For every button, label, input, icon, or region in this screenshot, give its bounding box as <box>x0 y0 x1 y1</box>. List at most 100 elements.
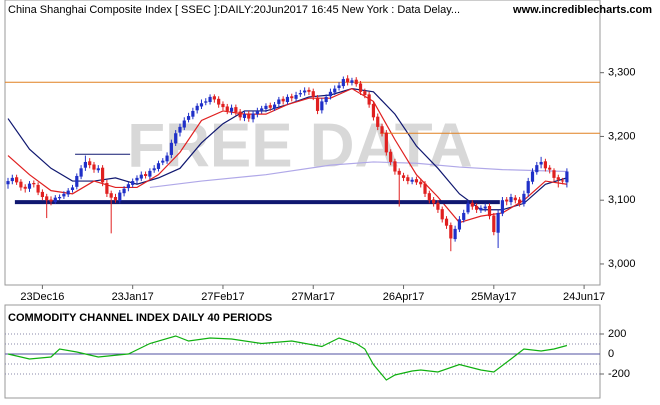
candle-body <box>539 161 543 165</box>
candle-body <box>440 209 444 220</box>
moving-average <box>7 87 567 224</box>
candle-body <box>406 177 410 182</box>
y-tick-label: 3,000 <box>608 258 636 270</box>
candle-body <box>492 215 496 233</box>
candle-body <box>238 111 242 118</box>
candle-body <box>152 168 156 171</box>
candle-body <box>242 114 247 118</box>
candle-body <box>543 161 548 169</box>
candle-body <box>354 79 358 85</box>
candle-body <box>333 88 337 93</box>
candle-body <box>10 177 14 182</box>
candle-body <box>315 97 320 111</box>
candle-body <box>393 161 397 172</box>
y-tick-label: 3,200 <box>608 130 636 142</box>
candle-body <box>560 180 565 182</box>
candle-body <box>15 177 19 183</box>
candle-body <box>165 155 169 162</box>
candle-body <box>346 78 350 83</box>
candle-body <box>251 113 255 120</box>
candle-body <box>49 199 53 202</box>
candle-body <box>513 197 517 201</box>
candle-body <box>70 187 75 190</box>
candle-body <box>414 179 419 183</box>
candle-body <box>397 170 401 175</box>
candle-body <box>367 94 371 105</box>
candle-body <box>453 228 457 240</box>
plot-layer: 3,000 3,100 3,200 3,300 23Dec16 23Jan17 27Feb1… <box>5 67 636 381</box>
moving-average <box>149 161 567 189</box>
candle-body <box>281 98 285 102</box>
candle-body <box>363 91 367 95</box>
candle-body <box>109 193 113 198</box>
candle-body <box>204 101 208 103</box>
candle-body <box>462 212 466 220</box>
candle-body <box>277 99 281 104</box>
candle-body <box>96 168 100 171</box>
candle-body <box>225 106 229 111</box>
candle-body <box>75 175 79 187</box>
candle-body <box>444 218 449 226</box>
candle-body <box>419 181 423 185</box>
candle-body <box>212 96 216 100</box>
candle-body <box>401 175 406 178</box>
candle-body <box>535 165 539 173</box>
candle-body <box>272 104 277 109</box>
candle-body <box>126 184 130 189</box>
candle-body <box>376 116 380 127</box>
candle-body <box>57 197 62 199</box>
candle-body <box>526 181 530 194</box>
y-tick-label: 200 <box>608 328 626 340</box>
candle-body <box>247 113 251 119</box>
candle-body <box>324 96 328 103</box>
candle-body <box>423 183 427 194</box>
candle-body <box>79 168 83 177</box>
candle-body <box>548 167 552 170</box>
candle-body <box>53 197 57 203</box>
candle-body <box>169 142 173 155</box>
candle-body <box>118 192 122 201</box>
candle-body <box>466 203 470 213</box>
candle-body <box>139 174 143 179</box>
candle-body <box>191 110 195 117</box>
candle-body <box>199 103 204 107</box>
candle-body <box>260 108 264 111</box>
candle-body <box>268 105 272 108</box>
candle-body <box>350 80 354 83</box>
candle-body <box>217 98 221 105</box>
candle-body <box>122 188 126 194</box>
candle-body <box>457 219 462 230</box>
candle-body <box>66 190 70 195</box>
candle-body <box>483 206 487 209</box>
y-tick-label: 0 <box>608 348 614 360</box>
candle-body <box>148 170 152 177</box>
candle-body <box>156 163 161 169</box>
candle-body <box>496 212 500 233</box>
candle-body <box>530 171 535 182</box>
candle-body <box>27 183 32 189</box>
x-tick-label: 23Jan17 <box>112 291 154 303</box>
candle-body <box>298 93 302 95</box>
candle-body <box>264 105 268 110</box>
price-panel <box>4 0 601 286</box>
candle-body <box>45 196 49 201</box>
candle-body <box>92 164 96 170</box>
x-tick-label: 23Dec16 <box>20 291 64 303</box>
candle-body <box>427 193 431 201</box>
candle-body <box>522 193 526 205</box>
candle-body <box>32 182 36 185</box>
candle-body <box>518 199 522 204</box>
candle-body <box>470 202 474 207</box>
candle-body <box>371 103 376 118</box>
candle-body <box>384 132 388 153</box>
y-tick-label: 3,100 <box>608 194 636 206</box>
candle-body <box>311 91 315 97</box>
cci-line <box>7 335 568 381</box>
candle-body <box>294 95 298 99</box>
candle-body <box>436 202 440 210</box>
cci-title: COMMODITY CHANNEL INDEX DAILY 40 PERIODS <box>8 312 272 324</box>
candle-body <box>113 197 118 201</box>
candle-body <box>255 110 259 115</box>
candle-body <box>389 151 393 162</box>
candle-body <box>285 96 290 103</box>
